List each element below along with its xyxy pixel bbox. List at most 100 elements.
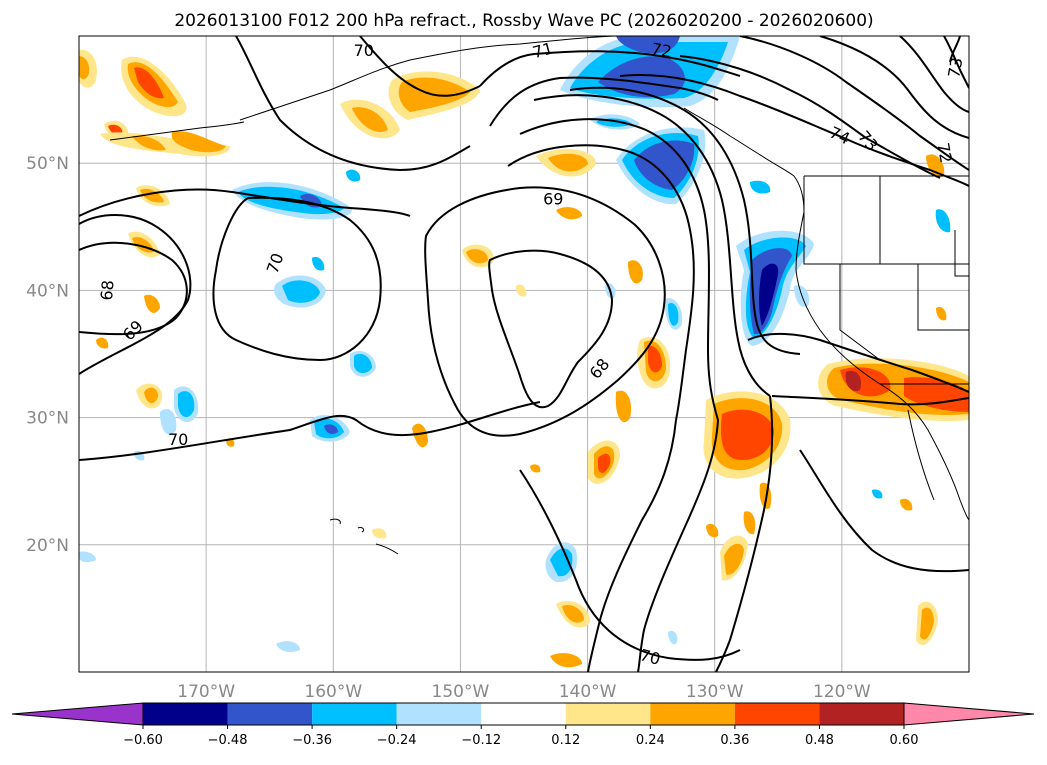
positive-anomaly [140, 188, 164, 203]
colorbar-tick-label: −0.36 [292, 733, 332, 748]
positive-anomaly [144, 294, 160, 313]
colorbar-under-arrow [11, 702, 144, 726]
contour-line [819, 36, 969, 139]
negative-anomaly [79, 551, 96, 563]
negative-anomaly [282, 280, 320, 303]
contour-line [799, 449, 969, 573]
negative-anomaly [750, 180, 771, 194]
contour-line [235, 36, 471, 172]
positive-anomaly [144, 387, 158, 404]
positive-anomaly [920, 607, 934, 640]
contour-line [747, 332, 969, 393]
positive-anomaly [548, 153, 588, 172]
coastline [839, 264, 881, 361]
contour-label: 70 [168, 430, 188, 449]
positive-anomaly [845, 370, 862, 392]
contour-line [739, 36, 969, 171]
negative-anomaly [935, 209, 951, 233]
colorbar-tick-label: −0.48 [208, 733, 248, 748]
contour-line [943, 36, 969, 89]
positive-anomaly [96, 337, 109, 349]
contour-line [619, 73, 969, 187]
contour-label: 71 [531, 38, 556, 62]
colorbar-segment [565, 703, 651, 725]
lat-tick-label: 40°N [26, 281, 69, 301]
coastline [917, 264, 969, 331]
negative-anomaly [759, 263, 779, 326]
positive-anomaly [743, 511, 756, 535]
coastline [683, 107, 969, 521]
lon-tick-label: 160°W [304, 682, 362, 702]
negative-anomaly [312, 256, 325, 271]
negative-anomaly [668, 302, 679, 326]
coastlines [109, 36, 969, 555]
positive-anomaly [615, 390, 632, 423]
map-frame [78, 35, 970, 673]
positive-anomaly [556, 207, 582, 220]
positive-anomaly [132, 135, 166, 151]
negative-anomaly [324, 424, 338, 434]
negative-anomaly [276, 641, 300, 652]
positive-anomaly [562, 604, 584, 623]
colorbar-tick-label: 0.12 [551, 733, 580, 748]
contour-line [79, 401, 541, 461]
positive-anomaly [628, 260, 643, 284]
contour-label: 70 [354, 41, 374, 60]
contour-line [949, 36, 961, 63]
positive-anomaly [171, 131, 226, 153]
colorbar-over-arrow [903, 702, 1035, 726]
contour-line [212, 196, 382, 362]
contour-line [899, 36, 969, 113]
refractivity-contours [79, 36, 969, 672]
negative-anomaly [872, 489, 883, 499]
negative-anomaly [634, 140, 695, 190]
colorbar-segment [650, 703, 735, 725]
coastline [907, 409, 935, 501]
contour-line [79, 188, 411, 217]
colorbar-segment [227, 703, 313, 725]
lat-tick-label: 30°N [26, 409, 69, 429]
colorbar-outline [142, 702, 905, 726]
positive-anomaly [352, 107, 388, 132]
negative-anomaly [668, 630, 678, 645]
colorbar-segment [481, 703, 566, 725]
colorbar-tick-label: 0.36 [720, 733, 749, 748]
colorbar-boxes [142, 702, 905, 726]
lon-tick-label: 140°W [559, 682, 617, 702]
contour-line [489, 76, 719, 127]
coastline [375, 543, 399, 555]
colorbar-tick-label: −0.24 [377, 733, 417, 748]
positive-anomaly [724, 543, 744, 575]
positive-anomaly [516, 284, 527, 297]
contour-line [359, 36, 481, 97]
positive-anomaly [926, 154, 945, 177]
lat-tick-label: 20°N [26, 536, 69, 556]
positive-anomaly [466, 249, 488, 264]
positive-anomaly [412, 423, 428, 448]
positive-anomaly [550, 653, 582, 668]
coastline [357, 527, 365, 533]
contour-line [771, 395, 969, 406]
positive-anomaly [108, 124, 123, 135]
contour-line [679, 55, 941, 179]
coastline [239, 36, 621, 121]
contour-label: 72 [650, 39, 673, 61]
lon-tick-label: 130°W [686, 682, 744, 702]
colorbar-segment [312, 703, 397, 725]
negative-anomaly [598, 56, 685, 98]
contour-label: 72 [933, 141, 955, 164]
colorbar-segment [819, 703, 904, 725]
contour-line [715, 395, 773, 672]
contour-line [507, 144, 695, 421]
coastline [954, 230, 969, 277]
contour-line [79, 241, 188, 336]
negative-anomaly [616, 36, 680, 54]
positive-anomaly [936, 306, 947, 321]
lon-tick-label: 120°W [813, 682, 871, 702]
contour-label: 69 [543, 190, 563, 209]
colorbar-segment [396, 703, 482, 725]
contour-label: 70 [638, 645, 663, 669]
positive-anomaly [598, 453, 611, 473]
